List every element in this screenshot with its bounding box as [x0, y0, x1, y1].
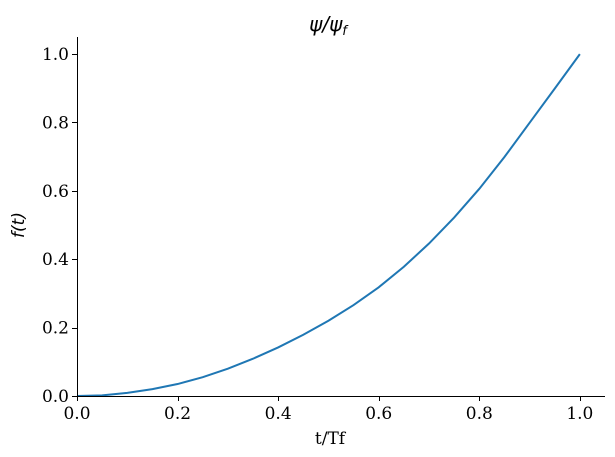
chart-title: ψ/ψf [309, 12, 349, 39]
y-tick-label: 0.4 [42, 250, 69, 270]
tick-layer: 0.0 0.2 0.4 0.6 0.8 1.0 0.0 0.2 0.4 0.6 0.8 1.0 [42, 45, 593, 424]
y-tick-label: 1.0 [42, 45, 69, 65]
series-line [76, 53, 581, 397]
x-tick-label: 1.0 [566, 404, 593, 424]
y-axis-label: f(t) [9, 212, 29, 238]
y-tick-label: 0.2 [42, 319, 69, 339]
y-tick-label: 0.6 [42, 182, 69, 202]
x-axis-label: t/Tf [315, 429, 347, 449]
x-tick-label: 0.4 [265, 404, 292, 424]
x-tick-label: 0.0 [63, 404, 90, 424]
series-layer [76, 53, 581, 397]
chart-title-subscript: f [342, 24, 349, 39]
y-tick-label: 0.8 [42, 113, 69, 133]
x-tick-label: 0.2 [164, 404, 191, 424]
x-tick-label: 0.8 [466, 404, 493, 424]
y-tick-label: 0.0 [42, 387, 69, 407]
x-tick-label: 0.6 [365, 404, 392, 424]
chart-title-main: ψ/ψ [309, 12, 343, 36]
